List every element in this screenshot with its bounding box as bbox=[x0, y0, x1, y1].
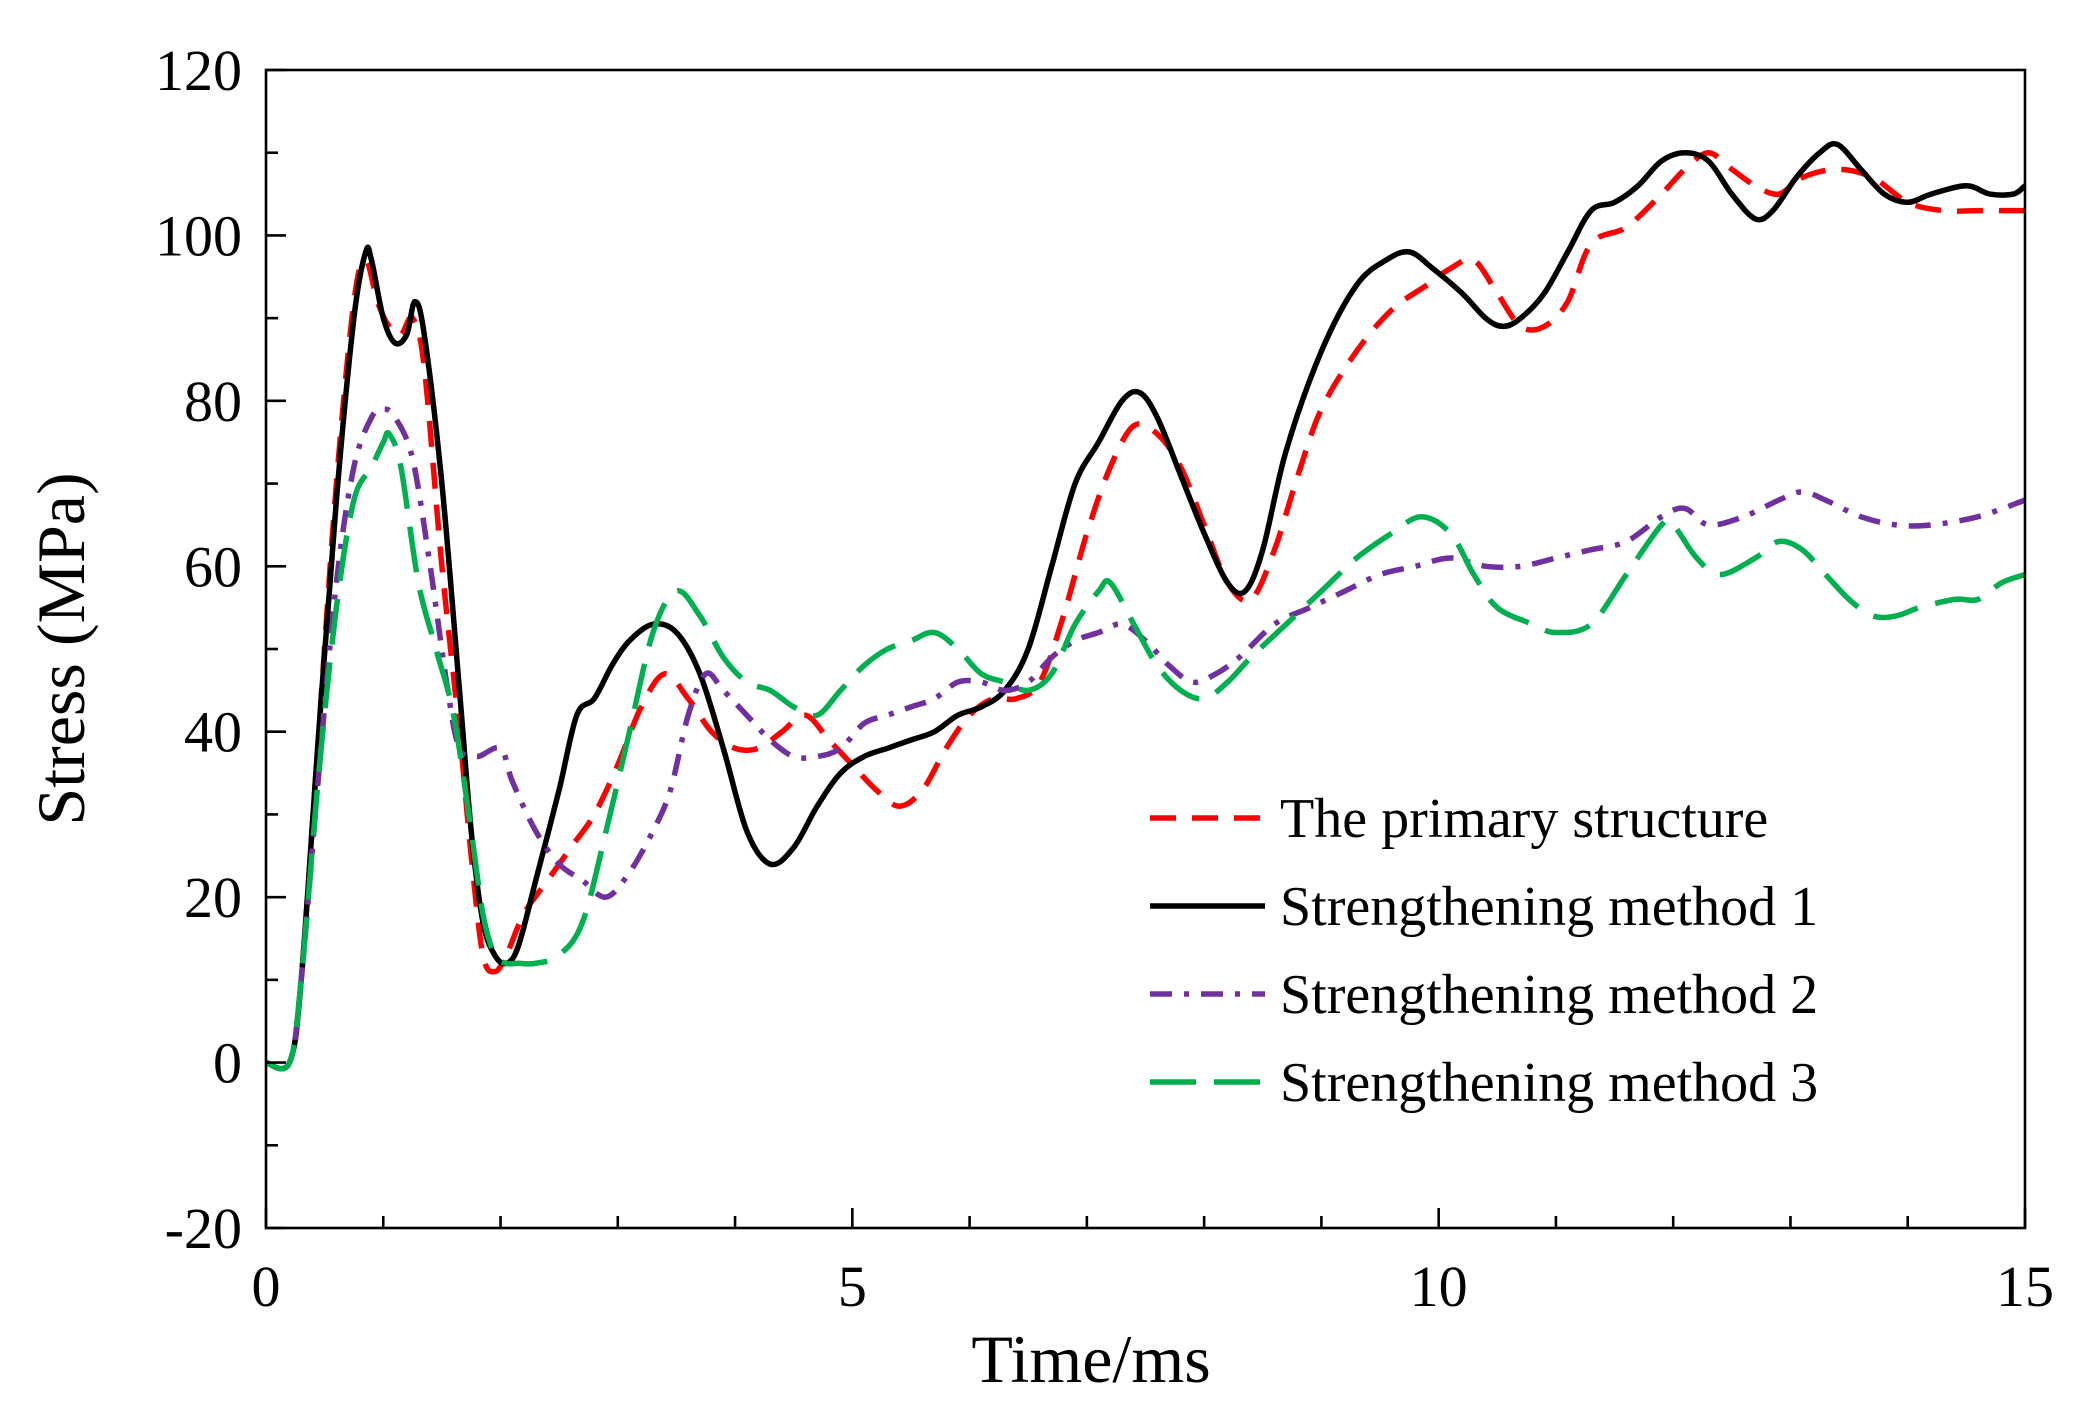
legend-label-3: Strengthening method 2 bbox=[1280, 964, 1818, 1026]
x-tick-label: 10 bbox=[1410, 1254, 1468, 1319]
series-line-1 bbox=[265, 149, 2025, 1072]
legend-label-2: Strengthening method 1 bbox=[1280, 876, 1818, 938]
series-line-4 bbox=[265, 429, 2026, 1072]
legend-label-4: Strengthening method 3 bbox=[1280, 1052, 1818, 1114]
y-axis-title: Stress (MPa) bbox=[23, 472, 99, 825]
x-axis-title: Time/ms bbox=[971, 1321, 1210, 1397]
y-tick-label: -20 bbox=[165, 1196, 242, 1261]
x-tick-label: 15 bbox=[1996, 1254, 2054, 1319]
series-layer bbox=[265, 141, 2027, 1072]
x-tick-label: 0 bbox=[252, 1254, 281, 1319]
y-tick-label: 100 bbox=[155, 203, 242, 268]
y-tick-label: 120 bbox=[155, 38, 242, 103]
series-line-2 bbox=[265, 141, 2027, 1072]
y-tick-label: 60 bbox=[184, 534, 242, 599]
legend: The primary structure Strengthening metho… bbox=[1150, 788, 1818, 1114]
y-tick-label: 20 bbox=[184, 865, 242, 930]
y-tick-label: 40 bbox=[184, 700, 242, 765]
y-tick-label: 80 bbox=[184, 369, 242, 434]
legend-label-1: The primary structure bbox=[1280, 788, 1768, 850]
x-tick-label: 5 bbox=[838, 1254, 867, 1319]
y-tick-label: 0 bbox=[213, 1031, 242, 1096]
